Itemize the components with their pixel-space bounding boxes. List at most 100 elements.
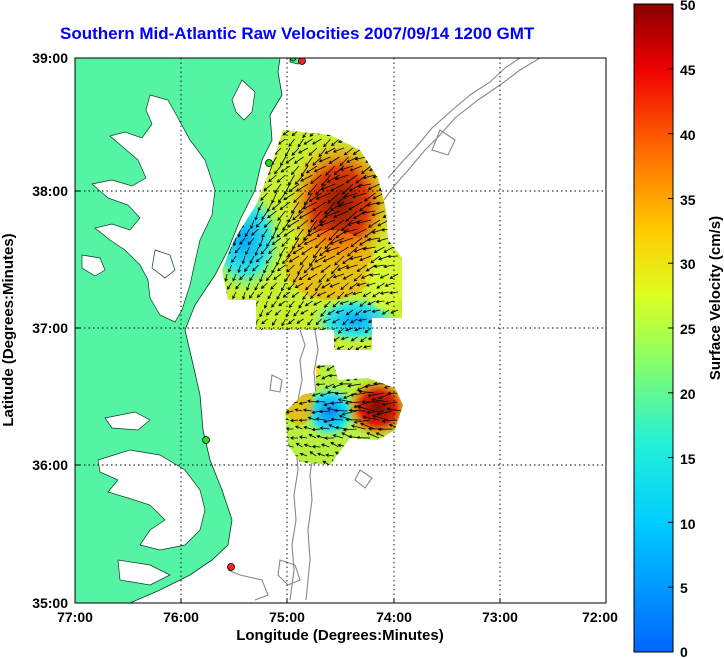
velocity-arrow xyxy=(298,435,308,440)
velocity-arrow xyxy=(347,345,354,350)
velocity-arrow xyxy=(289,436,299,440)
velocity-arrow xyxy=(288,138,295,147)
colorbar-tick-label: 35 xyxy=(680,192,696,208)
velocity-arrow xyxy=(381,419,398,423)
velocity-arrow xyxy=(291,291,300,298)
velocity-arrow xyxy=(298,300,304,309)
velocity-arrow xyxy=(267,201,273,213)
velocity-arrow xyxy=(287,246,295,258)
colorbar-gradient xyxy=(633,3,674,653)
velocity-arrow xyxy=(362,291,372,297)
velocity-arrow xyxy=(321,282,331,289)
velocity-arrow xyxy=(237,228,241,238)
velocity-arrow xyxy=(266,237,273,248)
velocity-arrow xyxy=(245,246,250,256)
velocity-arrow xyxy=(265,273,273,282)
velocity-arrow xyxy=(361,400,380,404)
velocity-arrow xyxy=(239,237,246,246)
velocity-arrow xyxy=(324,210,340,218)
velocity-arrow xyxy=(373,246,385,253)
velocity-arrow xyxy=(327,309,336,315)
velocity-arrow xyxy=(303,138,313,145)
velocity-arrow xyxy=(283,192,295,201)
colorbar-tick-label: 15 xyxy=(680,451,696,467)
velocity-arrow xyxy=(371,210,385,217)
velocity-arrow xyxy=(298,147,309,154)
velocity-arrow xyxy=(282,255,291,265)
velocity-arrow xyxy=(383,246,394,253)
velocity-arrow xyxy=(356,282,367,287)
velocity-arrow xyxy=(254,282,259,291)
velocity-arrow xyxy=(304,282,313,291)
velocity-arrow xyxy=(366,237,381,242)
velocity-arrow xyxy=(339,382,353,386)
velocity-arrow xyxy=(261,318,268,325)
velocity-arrow xyxy=(362,246,376,251)
velocity-arrow xyxy=(280,156,286,167)
velocity-arrow xyxy=(237,264,241,274)
velocity-arrow xyxy=(294,174,304,185)
velocity-arrow xyxy=(271,228,277,240)
velocity-arrow xyxy=(310,264,322,271)
velocity-arrow xyxy=(273,273,282,280)
velocity-arrow xyxy=(359,300,367,307)
velocity-arrow xyxy=(315,399,326,404)
velocity-arrow xyxy=(307,416,317,421)
velocity-arrow xyxy=(333,408,348,413)
velocity-arrow xyxy=(338,237,354,244)
velocity-arrow xyxy=(267,210,277,219)
velocity-arrow xyxy=(274,309,282,316)
velocity-arrow xyxy=(271,201,282,211)
velocity-arrow xyxy=(345,174,358,184)
velocity-arrow xyxy=(387,254,399,259)
plot-frame xyxy=(74,57,607,604)
velocity-arrow xyxy=(342,192,358,199)
velocity-arrow xyxy=(330,417,344,422)
velocity-arrow xyxy=(311,410,321,414)
velocity-arrow xyxy=(292,246,304,254)
velocity-arrow xyxy=(365,282,376,287)
velocity-arrow xyxy=(346,156,358,163)
velocity-arrow xyxy=(274,165,282,175)
velocity-arrow xyxy=(281,282,286,292)
velocity-arrow xyxy=(336,246,349,255)
velocity-arrow xyxy=(250,219,255,230)
velocity-arrow xyxy=(298,401,308,405)
velocity-arrow xyxy=(293,273,300,283)
velocity-arrow xyxy=(389,273,399,279)
velocity-arrow xyxy=(276,255,282,266)
velocity-arrow xyxy=(252,264,259,272)
velocity-arrow xyxy=(337,398,353,403)
velocity-arrow xyxy=(311,392,321,397)
velocity-arrow xyxy=(258,237,264,248)
velocity-arrow xyxy=(294,425,303,430)
velocity-arrow xyxy=(331,318,340,324)
velocity-arrow xyxy=(326,174,340,183)
velocity-arrow xyxy=(224,273,228,283)
velocity-arrow xyxy=(319,426,330,431)
velocity-arrow xyxy=(309,255,318,267)
velocity-arrow xyxy=(276,291,282,300)
velocity-arrow xyxy=(347,219,363,226)
velocity-arrow xyxy=(345,309,354,316)
velocity-arrow xyxy=(339,156,349,167)
velocity-arrow xyxy=(323,419,335,423)
velocity-arrow xyxy=(319,219,336,227)
velocity-arrow xyxy=(291,147,300,156)
velocity-arrow xyxy=(297,237,309,248)
velocity-arrow xyxy=(343,147,354,156)
station-marker xyxy=(298,58,306,65)
velocity-arrow xyxy=(260,282,268,289)
velocity-arrow xyxy=(381,401,398,407)
velocity-arrow xyxy=(319,246,331,257)
velocity-arrow xyxy=(228,264,232,273)
x-tick-label: 72:00 xyxy=(582,609,618,625)
velocity-arrow xyxy=(377,392,393,400)
velocity-arrow xyxy=(337,327,345,334)
velocity-arrow xyxy=(294,228,304,241)
velocity-arrow xyxy=(315,417,326,421)
velocity-arrow xyxy=(290,165,300,176)
velocity-arrow xyxy=(300,309,309,315)
y-axis-label: Latitude (Degrees:Minutes) xyxy=(0,233,17,426)
velocity-arrow xyxy=(242,291,246,300)
